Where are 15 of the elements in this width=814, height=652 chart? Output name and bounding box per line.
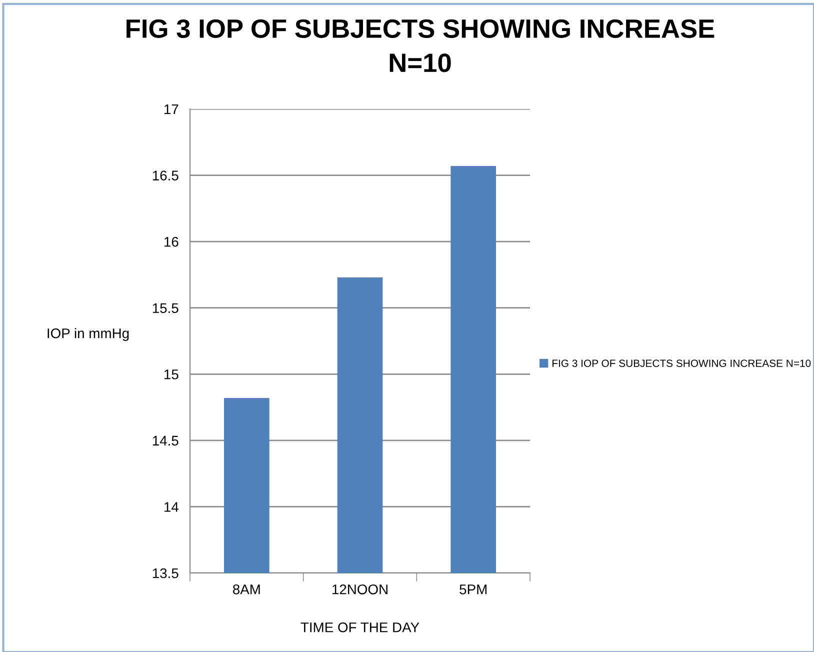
x-tick-label: 12NOON xyxy=(332,584,388,594)
y-tick-label: 15.5 xyxy=(152,303,178,314)
x-tick-label: 8AM xyxy=(232,584,260,594)
y-tick-label: 17 xyxy=(164,104,178,114)
y-tick-label: 15 xyxy=(164,370,178,380)
y-tick-label: 14 xyxy=(164,502,178,512)
legend-label: FIG 3 IOP OF SUBJECTS SHOWING INCREASE N=10 xyxy=(552,360,811,367)
y-axis-title: IOP in mmHg xyxy=(48,328,129,341)
chart-title: FIG 3 IOP OF SUBJECTS SHOWING INCREASE N=10 xyxy=(126,19,714,72)
y-tick-label: 16 xyxy=(164,236,178,247)
y-tick-label: 16.5 xyxy=(152,170,178,180)
y-tick-label: 14.5 xyxy=(152,436,178,446)
y-tick-label: 13.5 xyxy=(152,568,178,578)
x-axis-title: TIME OF THE DAY xyxy=(300,622,420,632)
x-tick-label: 5PM xyxy=(460,584,486,594)
